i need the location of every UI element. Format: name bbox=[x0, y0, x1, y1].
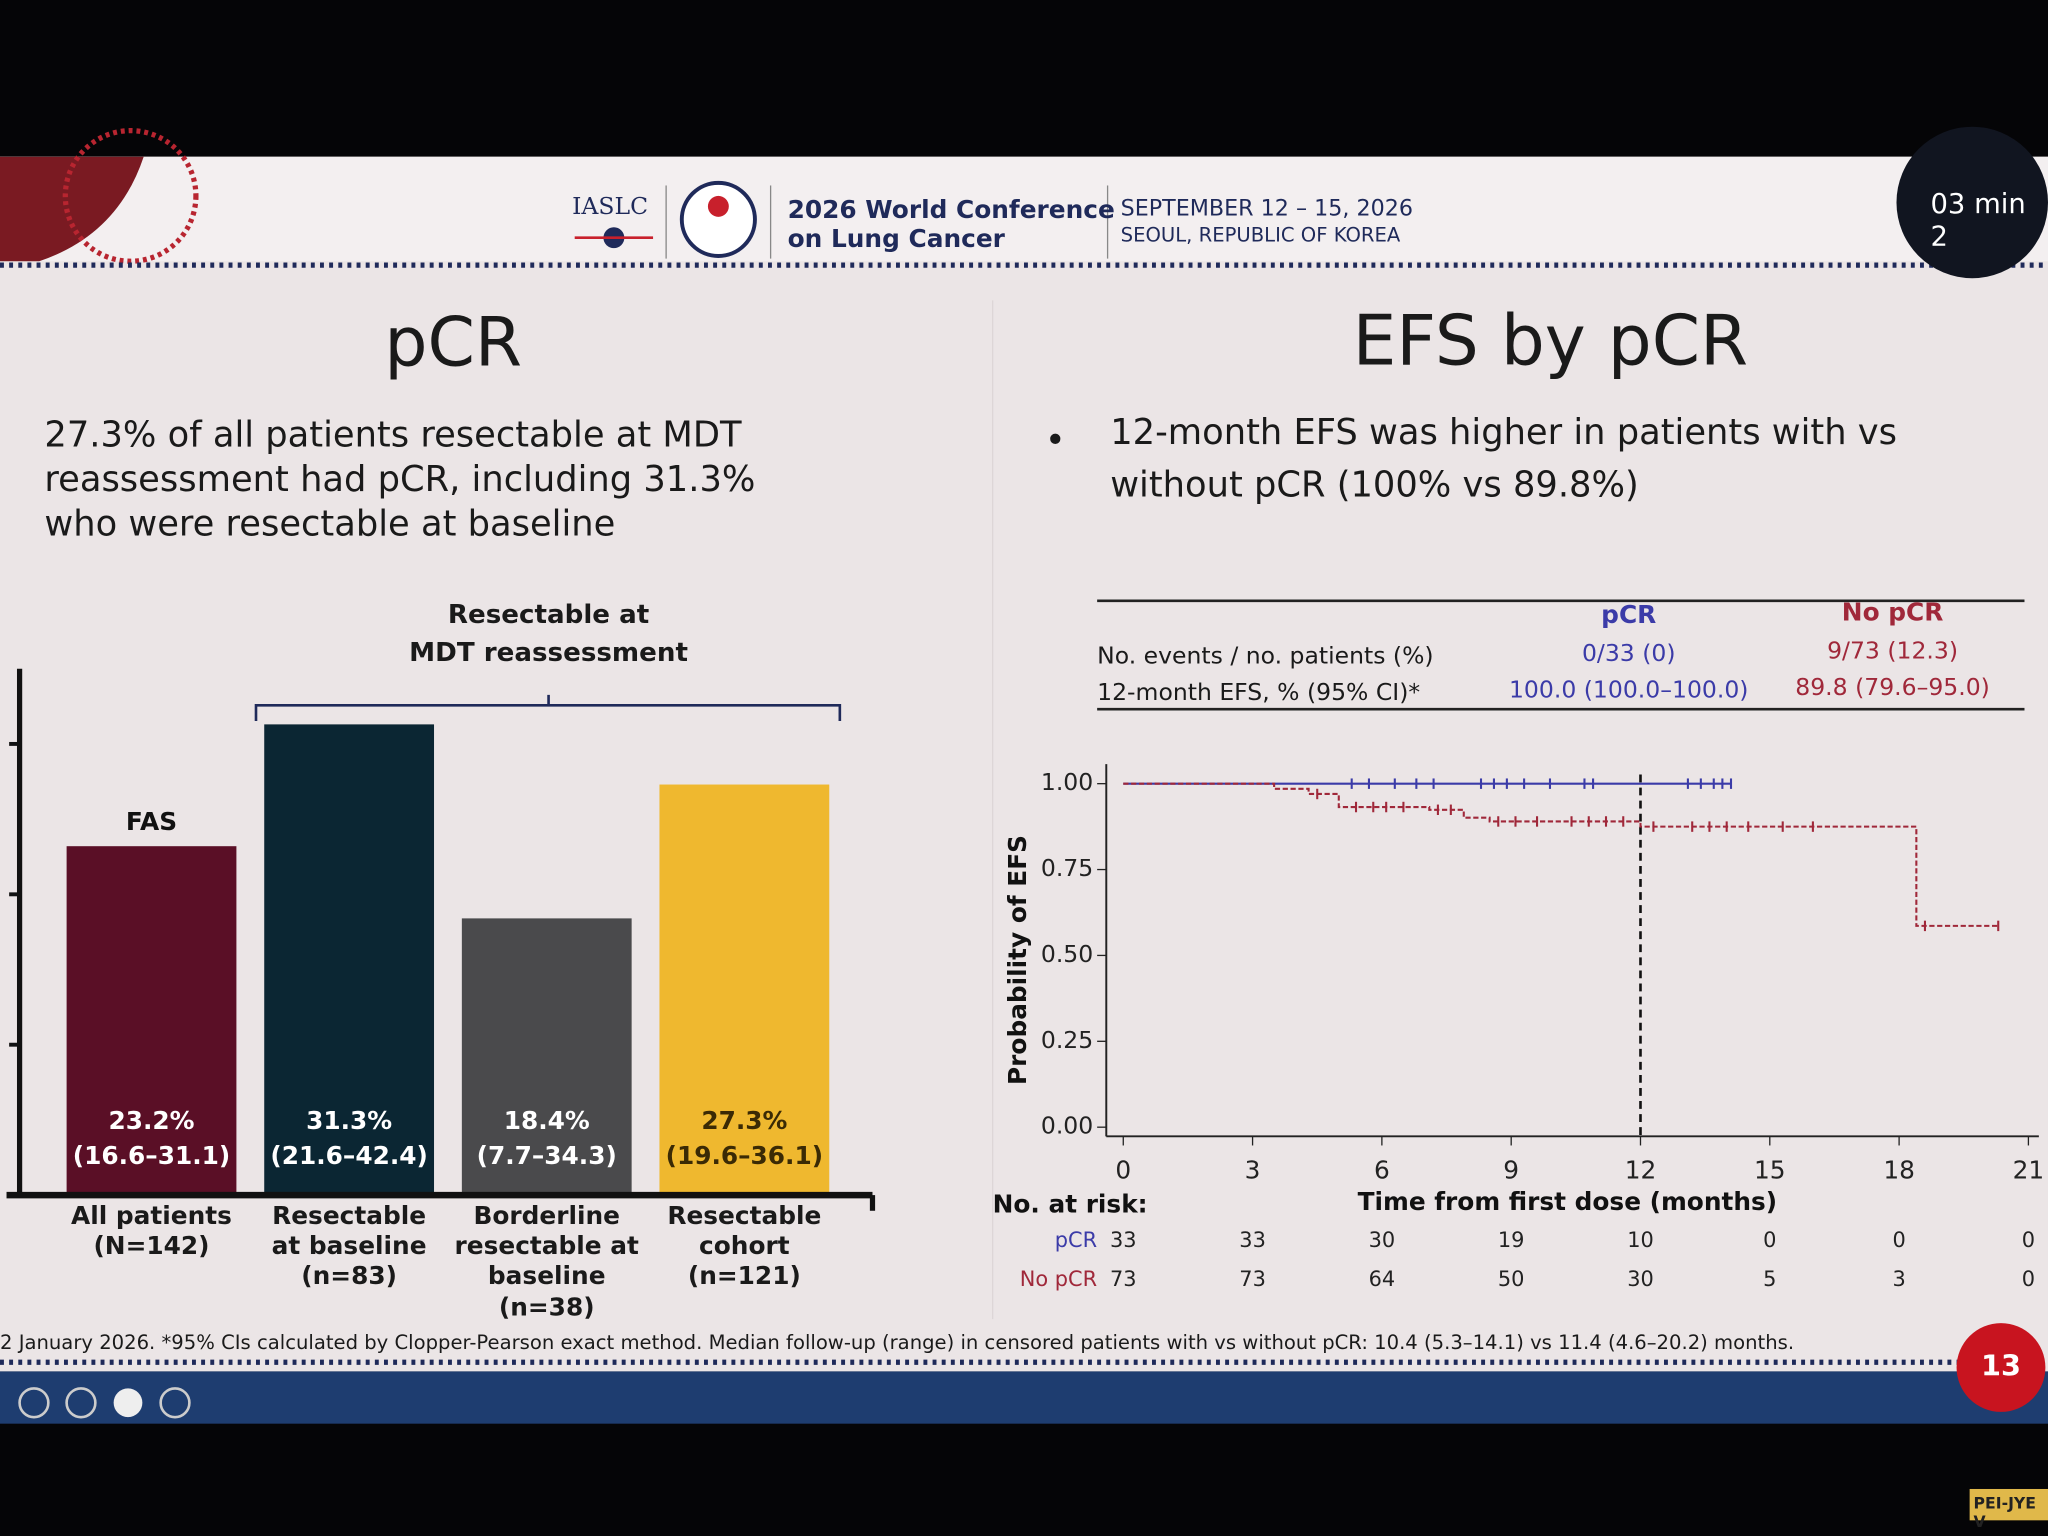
y-tick-label: 1.00 bbox=[1041, 768, 1093, 796]
table-header: pCR bbox=[1601, 600, 1657, 630]
table-row-label: No. events / no. patients (%) bbox=[1097, 642, 1434, 671]
x-tick-label: 18 bbox=[1883, 1156, 1915, 1185]
value-label: 31.3% bbox=[306, 1106, 392, 1135]
conference-name: 2026 World Conference bbox=[787, 195, 1115, 225]
org-name: IASLC bbox=[572, 193, 649, 221]
y-tick-label: 0.75 bbox=[1041, 854, 1093, 882]
nameplate-text: PEI-JYE V bbox=[1973, 1494, 2036, 1532]
risk-count: 19 bbox=[1498, 1228, 1525, 1252]
x-tick-label: Resectable at baseline (n=83) bbox=[271, 1201, 427, 1291]
fas-label: FAS bbox=[126, 807, 177, 836]
slide-number-badge bbox=[1956, 1323, 2046, 1412]
footer-band bbox=[0, 1371, 2048, 1424]
risk-count: 50 bbox=[1498, 1267, 1525, 1291]
bracket bbox=[254, 694, 842, 721]
table-cell: 9/73 (12.3) bbox=[1827, 637, 1959, 665]
risk-count: 30 bbox=[1627, 1267, 1654, 1291]
ci-label: (16.6–31.1) bbox=[73, 1141, 230, 1170]
survival-curve bbox=[1123, 782, 1999, 927]
ci-label: (7.7–34.3) bbox=[477, 1141, 617, 1170]
x-tick-label: 3 bbox=[1245, 1156, 1261, 1185]
conference-location: SEOUL, REPUBLIC OF KOREA bbox=[1120, 223, 1401, 247]
bar bbox=[264, 724, 435, 1196]
risk-row-label: pCR bbox=[1055, 1228, 1097, 1252]
y-tick-label: 0.50 bbox=[1041, 940, 1093, 968]
left-text: who were resectable at baseline bbox=[44, 504, 616, 545]
risk-count: 0 bbox=[1892, 1228, 1905, 1252]
footnote: 2 January 2026. *95% CIs calculated by C… bbox=[0, 1330, 1795, 1355]
left-text: 27.3% of all patients resectable at MDT bbox=[44, 415, 742, 456]
conference-name: on Lung Cancer bbox=[787, 224, 1005, 254]
x-axis-label: Time from first dose (months) bbox=[1358, 1187, 1778, 1216]
table-cell: 89.8 (79.6–95.0) bbox=[1795, 673, 1990, 702]
value-label: 23.2% bbox=[108, 1106, 194, 1135]
x-tick-label: 12 bbox=[1625, 1156, 1657, 1185]
bar bbox=[659, 784, 830, 1196]
conference-logo bbox=[707, 195, 729, 217]
x-tick-label: Borderline resectable at baseline (n=38) bbox=[454, 1201, 639, 1322]
x-tick-label: 21 bbox=[2013, 1156, 2045, 1185]
risk-count: 10 bbox=[1627, 1228, 1654, 1252]
bar bbox=[461, 918, 632, 1196]
bullet-text: 12-month EFS was higher in patients with… bbox=[1110, 412, 1898, 454]
toolbar-icon[interactable] bbox=[65, 1387, 97, 1419]
timer: 03 min 2 bbox=[1930, 188, 2026, 253]
bar bbox=[66, 846, 237, 1196]
right-title: EFS by pCR bbox=[1352, 301, 1749, 382]
value-label: 27.3% bbox=[701, 1106, 787, 1135]
bracket-label: Resectable at MDT reassessment bbox=[409, 598, 688, 668]
table-cell: 100.0 (100.0–100.0) bbox=[1508, 676, 1749, 704]
slide-number: 13 bbox=[1980, 1350, 2021, 1384]
y-tick-label: 0.00 bbox=[1041, 1112, 1093, 1140]
risk-count: 3 bbox=[1892, 1267, 1905, 1291]
header-decoration bbox=[62, 127, 199, 264]
header-band bbox=[0, 156, 2048, 262]
bullet-marker: • bbox=[1044, 420, 1066, 462]
risk-count: 0 bbox=[1763, 1228, 1776, 1252]
table-header: No pCR bbox=[1841, 598, 1944, 627]
x-tick-label: 6 bbox=[1374, 1156, 1390, 1185]
conference-dates: SEPTEMBER 12 – 15, 2026 bbox=[1120, 195, 1414, 223]
x-tick-label: Resectable cohort (n=121) bbox=[667, 1201, 822, 1291]
left-title: pCR bbox=[384, 304, 523, 383]
x-tick-label: 0 bbox=[1115, 1156, 1131, 1185]
x-tick-label: 15 bbox=[1754, 1156, 1786, 1185]
risk-count: 73 bbox=[1239, 1267, 1266, 1291]
risk-count: 64 bbox=[1369, 1267, 1396, 1291]
value-label: 18.4% bbox=[504, 1106, 590, 1135]
ci-label: (19.6–36.1) bbox=[666, 1141, 823, 1170]
header-decoration bbox=[0, 156, 144, 262]
toolbar-icon[interactable] bbox=[159, 1387, 191, 1419]
ci-label: (21.6–42.4) bbox=[270, 1141, 427, 1170]
left-text: reassessment had pCR, including 31.3% bbox=[44, 459, 756, 501]
timer-badge bbox=[1896, 126, 2048, 279]
x-tick-label: All patients (N=142) bbox=[71, 1201, 232, 1261]
nameplate bbox=[1969, 1488, 2048, 1521]
table-row-label: 12-month EFS, % (95% CI)* bbox=[1097, 679, 1421, 707]
risk-row-label: No pCR bbox=[1020, 1267, 1097, 1291]
risk-count: 5 bbox=[1763, 1267, 1776, 1291]
y-tick-label: 0.25 bbox=[1041, 1026, 1093, 1054]
bullet-text: without pCR (100% vs 89.8%) bbox=[1110, 464, 1639, 506]
risk-count: 0 bbox=[2022, 1228, 2035, 1252]
risk-count: 33 bbox=[1239, 1228, 1266, 1252]
toolbar-icon[interactable] bbox=[113, 1388, 143, 1418]
risk-count: 73 bbox=[1110, 1267, 1137, 1291]
risk-count: 0 bbox=[2022, 1267, 2035, 1291]
y-axis-label: Probability of EFS bbox=[1003, 835, 1032, 1085]
x-tick-label: 9 bbox=[1503, 1156, 1519, 1185]
risk-title: No. at risk: bbox=[993, 1190, 1148, 1219]
toolbar-icon[interactable] bbox=[18, 1387, 50, 1419]
risk-count: 33 bbox=[1110, 1228, 1137, 1252]
risk-count: 30 bbox=[1369, 1228, 1396, 1252]
conference-logo bbox=[679, 180, 757, 258]
table-cell: 0/33 (0) bbox=[1581, 639, 1676, 668]
